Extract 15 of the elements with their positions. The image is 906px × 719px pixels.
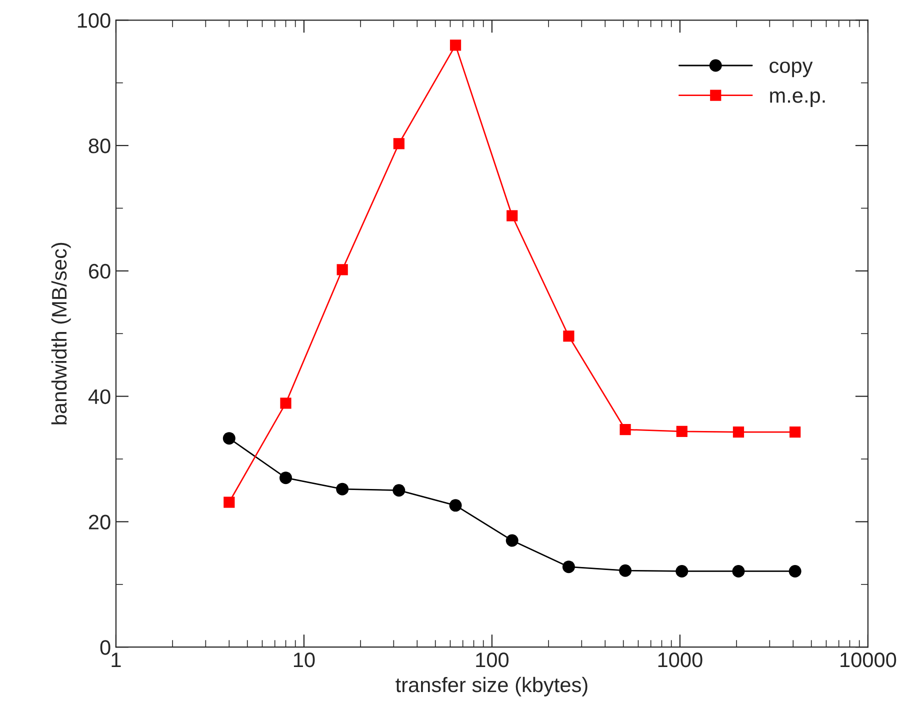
y-tick-label: 20 [88,514,110,530]
x-tick-label: 10 [294,652,315,668]
y-tick-label: 60 [88,264,110,279]
x-tick-label: 10000 [840,652,896,668]
x-tick-label: 100 [476,652,509,668]
y-tick-label: 80 [88,138,110,154]
y-tick-label: 100 [78,13,110,28]
y-tick-label: 0 [100,640,110,655]
legend-label: m.e.p. [770,91,825,107]
x-tick-label: 1 [112,652,121,668]
y-tick-label: 40 [88,389,110,404]
legend-label: copy [770,62,813,78]
x-axis-title: transfer size (kbytes) [396,676,588,696]
y-axis-title: bandwidth (MB/sec) [51,242,71,424]
x-tick-label: 1000 [658,652,702,668]
